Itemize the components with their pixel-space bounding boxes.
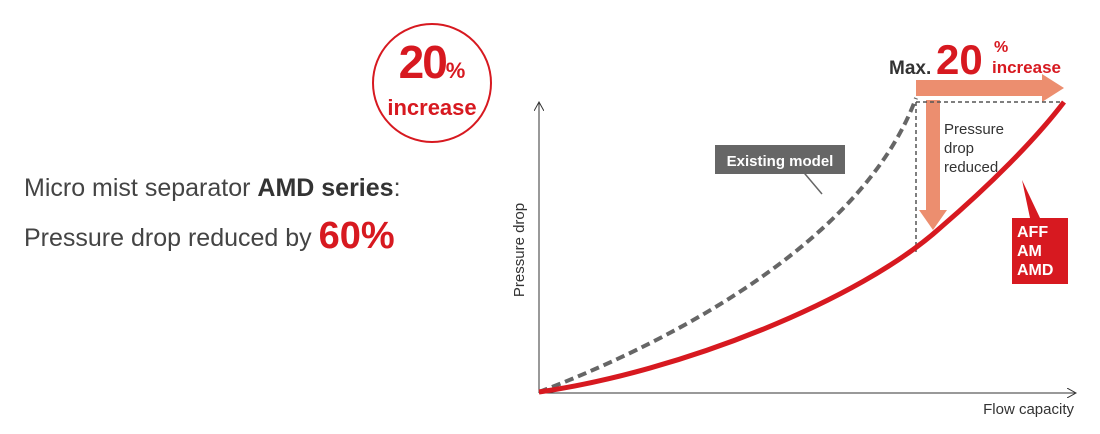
headline: Micro mist separator AMD series: Pressur… xyxy=(24,170,401,265)
max-prefix: Max. xyxy=(889,58,931,79)
existing-model-label-box xyxy=(715,145,845,174)
badge-label: increase xyxy=(387,95,477,120)
badge-unit: % xyxy=(445,58,466,83)
max-increase-label: Max. 20 % increase xyxy=(889,36,1061,83)
reduction-arrow xyxy=(919,100,947,230)
max-word: increase xyxy=(992,58,1061,77)
x-axis-label: Flow capacity xyxy=(983,401,1074,418)
headline-line1-prefix: Micro mist separator xyxy=(24,174,258,202)
existing-model-label: Existing model xyxy=(727,153,834,170)
headline-line2-prefix: Pressure drop reduced by xyxy=(24,223,319,252)
max-value: 20 xyxy=(936,36,983,83)
product-name: AMD series xyxy=(257,174,394,202)
reduction-text-line3: reduced xyxy=(944,159,998,176)
reduction-value: 60% xyxy=(318,214,395,257)
reduction-text-line2: drop xyxy=(944,140,974,157)
new-series-label-line2: AM xyxy=(1017,243,1042,260)
max-unit: % xyxy=(994,39,1008,56)
new-series-label-line3: AMD xyxy=(1017,262,1053,279)
headline-line1-suffix: : xyxy=(393,174,401,202)
aff-am-amd-line xyxy=(538,100,1066,395)
increase-badge: 20% increase xyxy=(372,23,492,143)
y-axis-label: Pressure drop xyxy=(511,203,528,297)
new-series-pointer xyxy=(1022,180,1040,218)
headline-line-1: Micro mist separator AMD series: xyxy=(24,170,401,208)
badge-value: 20 xyxy=(398,36,448,88)
new-series-label-line1: AFF xyxy=(1017,224,1048,241)
reduction-text: Pressure drop reduced xyxy=(944,121,1004,176)
reduction-text-line1: Pressure xyxy=(944,121,1004,138)
headline-line-2: Pressure drop reduced by 60% xyxy=(24,208,401,265)
new-series-label-box xyxy=(1012,218,1068,284)
existing-model-line xyxy=(538,97,918,394)
increase-arrow xyxy=(916,74,1064,102)
new-series-label: AFF AM AMD xyxy=(1017,224,1053,279)
